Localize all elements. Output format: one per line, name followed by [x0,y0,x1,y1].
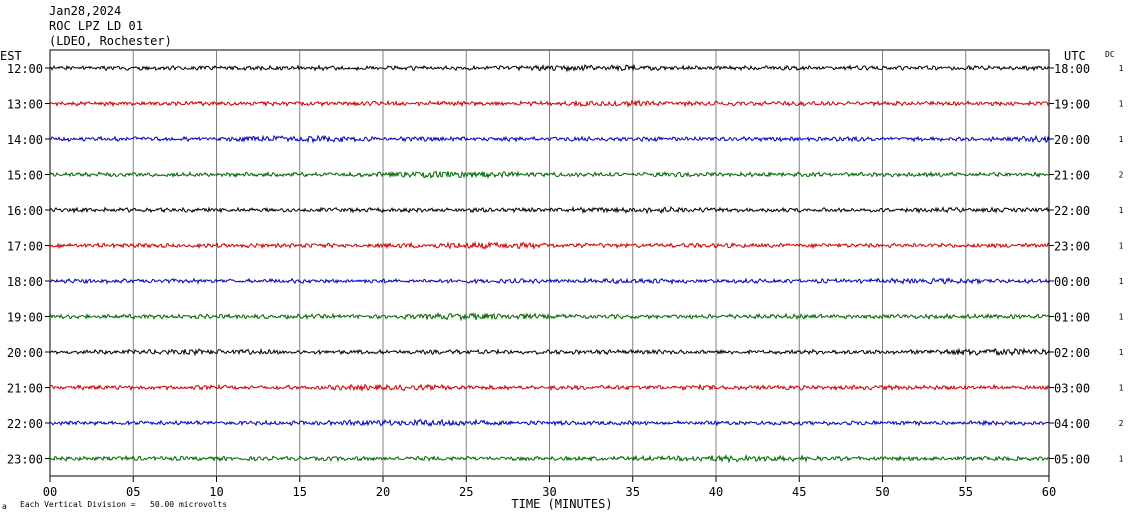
trace-1700 [49,240,1050,251]
trace-layer [49,63,1050,464]
est-hour-label: 17:00 [7,240,43,254]
trace-1500 [49,170,1050,180]
est-hour-label: 23:00 [7,453,43,467]
dc-value: 1 [1119,348,1124,357]
x-tick-label: 25 [459,485,473,499]
x-axis-title: TIME (MINUTES) [511,497,612,511]
dc-value: 2 [1119,171,1124,180]
dc-value: 1 [1119,313,1124,322]
x-tick-label: 55 [959,485,973,499]
est-hour-label: 15:00 [7,169,43,183]
dc-value: 1 [1119,64,1124,73]
utc-hour-label: 02:00 [1054,346,1090,360]
est-hour-label: 19:00 [7,311,43,325]
est-hour-label: 18:00 [7,275,43,289]
trace-1600 [49,205,1050,215]
dc-value: 1 [1119,100,1124,109]
est-hour-label: 16:00 [7,204,43,218]
utc-hour-label: 22:00 [1054,204,1090,218]
trace-1200 [49,63,1050,73]
utc-hour-label: 20:00 [1054,133,1090,147]
dc-value: 1 [1119,206,1124,215]
x-tick-label: 40 [709,485,723,499]
utc-hour-label: 04:00 [1054,417,1090,431]
dc-value: 2 [1119,419,1124,428]
utc-hour-label: 01:00 [1054,311,1090,325]
x-tick-label: 05 [126,485,140,499]
est-hour-label: 13:00 [7,98,43,112]
x-tick-label: 00 [43,485,57,499]
dc-value: 1 [1119,242,1124,251]
x-tick-label: 15 [293,485,307,499]
est-hour-label: 14:00 [7,133,43,147]
x-tick-label: 20 [376,485,390,499]
x-tick-label: 10 [209,485,223,499]
station-label: ROC LPZ LD 01 [49,19,143,33]
utc-axis-title: UTC [1064,49,1086,63]
trace-1300 [49,99,1050,109]
est-hour-label: 21:00 [7,382,43,396]
x-tick-label: 30 [542,485,556,499]
utc-hour-label: 05:00 [1054,453,1090,467]
trace-2100 [49,383,1050,393]
x-tick-label: 60 [1042,485,1056,499]
dc-value: 1 [1119,277,1124,286]
utc-hour-label: 18:00 [1054,62,1090,76]
trace-1800 [49,276,1050,285]
dc-column-title: DC [1105,50,1115,59]
trace-2200 [49,418,1050,428]
est-axis-title: EST [0,49,22,63]
utc-hour-label: 23:00 [1054,240,1090,254]
corner-mark: a [2,502,7,511]
dc-value: 1 [1119,135,1124,144]
network-label: (LDEO, Rochester) [49,34,172,48]
trace-2300 [49,453,1050,464]
x-tick-label: 35 [626,485,640,499]
x-tick-label: 50 [875,485,889,499]
x-tick-label: 45 [792,485,806,499]
est-hour-label: 20:00 [7,346,43,360]
dc-value: 1 [1119,384,1124,393]
grid-layer [45,49,1054,482]
dc-value: 1 [1119,455,1124,464]
utc-hour-label: 19:00 [1054,98,1090,112]
date-label: Jan28,2024 [49,4,122,18]
est-hour-label: 22:00 [7,417,43,431]
utc-hour-label: 21:00 [1054,169,1090,183]
trace-1900 [49,311,1050,322]
label-layer: EST UTC DC TIME (MINUTES) 00 05 10 15 20 25 30… [0,49,1124,511]
utc-hour-label: 00:00 [1054,275,1090,289]
utc-hour-label: 03:00 [1054,382,1090,396]
trace-2000 [49,347,1050,357]
est-hour-label: 12:00 [7,62,43,76]
scale-note: Each Vertical Division = 50.00 microvolt… [20,500,228,509]
trace-1400 [49,134,1050,144]
